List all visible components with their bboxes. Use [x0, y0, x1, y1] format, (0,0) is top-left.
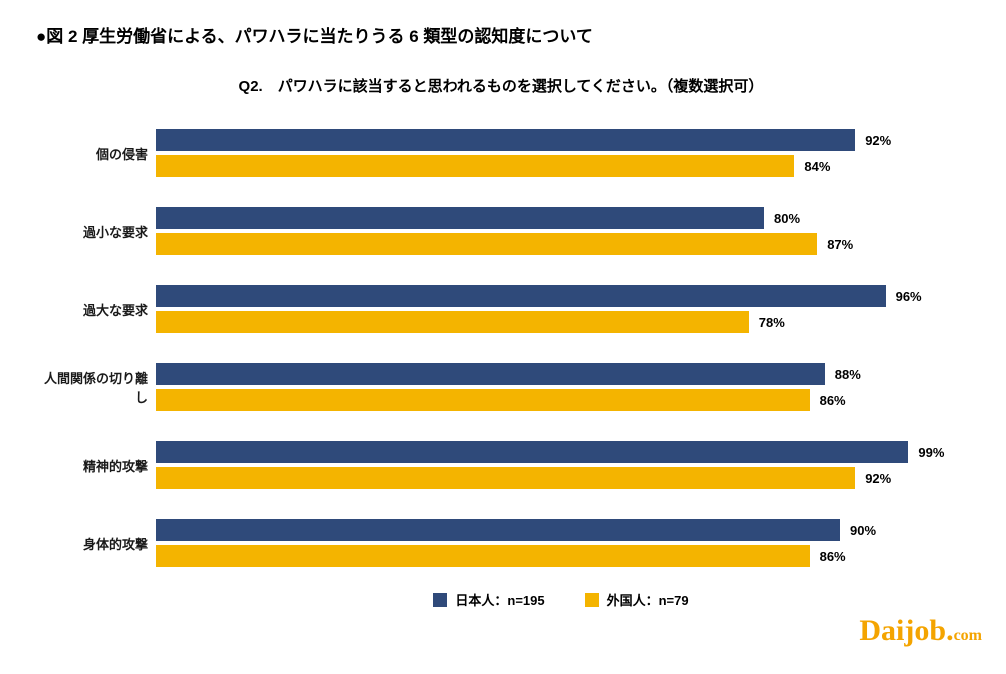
bar-group: 90% 86%: [156, 504, 966, 582]
bar-value-label: 90%: [850, 523, 876, 538]
bar-value-label: 87%: [827, 237, 853, 252]
chart: Q2. パワハラに該当すると思われるものを選択してください。（複数選択可） 個の…: [36, 75, 966, 630]
bar: [156, 441, 908, 463]
bar: [156, 207, 764, 229]
bar: [156, 129, 855, 151]
bar: [156, 285, 886, 307]
category-label: 身体的攻撃: [36, 504, 156, 582]
bar-row: 96%: [156, 285, 966, 307]
category-label: 過小な要求: [36, 192, 156, 270]
bar-value-label: 88%: [835, 367, 861, 382]
bar: [156, 363, 825, 385]
legend-label: 外国人：n=79: [607, 590, 689, 609]
legend-item: 日本人：n=195: [433, 590, 544, 609]
bar-row: 99%: [156, 441, 966, 463]
chart-plot: 個の侵害過小な要求過大な要求人間関係の切り離し精神的攻撃身体的攻撃 92% 84%…: [36, 114, 966, 582]
bar-row: 86%: [156, 545, 966, 567]
bar-value-label: 96%: [896, 289, 922, 304]
legend-item: 外国人：n=79: [585, 590, 689, 609]
legend-label: 日本人：n=195: [455, 590, 544, 609]
bar: [156, 545, 810, 567]
bar-row: 78%: [156, 311, 966, 333]
bar-group: 99% 92%: [156, 426, 966, 504]
figure-heading: ●図 2 厚生労働省による、パワハラに当たりうる 6 類型の認知度について: [36, 22, 970, 47]
legend: 日本人：n=195 外国人：n=79: [156, 590, 966, 609]
bar-row: 92%: [156, 129, 966, 151]
bar-value-label: 92%: [865, 471, 891, 486]
bar-group: 80% 87%: [156, 192, 966, 270]
bar-row: 87%: [156, 233, 966, 255]
category-label: 精神的攻撃: [36, 426, 156, 504]
bar: [156, 389, 810, 411]
bar-value-label: 86%: [820, 549, 846, 564]
chart-title: Q2. パワハラに該当すると思われるものを選択してください。（複数選択可）: [36, 75, 966, 96]
bar-row: 80%: [156, 207, 966, 229]
bar: [156, 155, 794, 177]
bar-group: 88% 86%: [156, 348, 966, 426]
category-label: 個の侵害: [36, 114, 156, 192]
bar-row: 90%: [156, 519, 966, 541]
category-label: 人間関係の切り離し: [36, 348, 156, 426]
bar: [156, 467, 855, 489]
bars-container: 92% 84% 80% 87% 96% 78% 88% 86% 99% 92% 90% 86%: [156, 114, 966, 582]
bar: [156, 519, 840, 541]
bar-group: 92% 84%: [156, 114, 966, 192]
bar-value-label: 78%: [759, 315, 785, 330]
bar-value-label: 99%: [918, 445, 944, 460]
bar-value-label: 84%: [804, 159, 830, 174]
bar-value-label: 86%: [820, 393, 846, 408]
bar-row: 84%: [156, 155, 966, 177]
legend-swatch-icon: [433, 593, 447, 607]
bar-value-label: 80%: [774, 211, 800, 226]
bar-row: 86%: [156, 389, 966, 411]
bar-row: 88%: [156, 363, 966, 385]
y-axis-labels: 個の侵害過小な要求過大な要求人間関係の切り離し精神的攻撃身体的攻撃: [36, 114, 156, 582]
bar-value-label: 92%: [865, 133, 891, 148]
category-label: 過大な要求: [36, 270, 156, 348]
legend-swatch-icon: [585, 593, 599, 607]
bar: [156, 311, 749, 333]
bar: [156, 233, 817, 255]
bar-row: 92%: [156, 467, 966, 489]
bar-group: 96% 78%: [156, 270, 966, 348]
